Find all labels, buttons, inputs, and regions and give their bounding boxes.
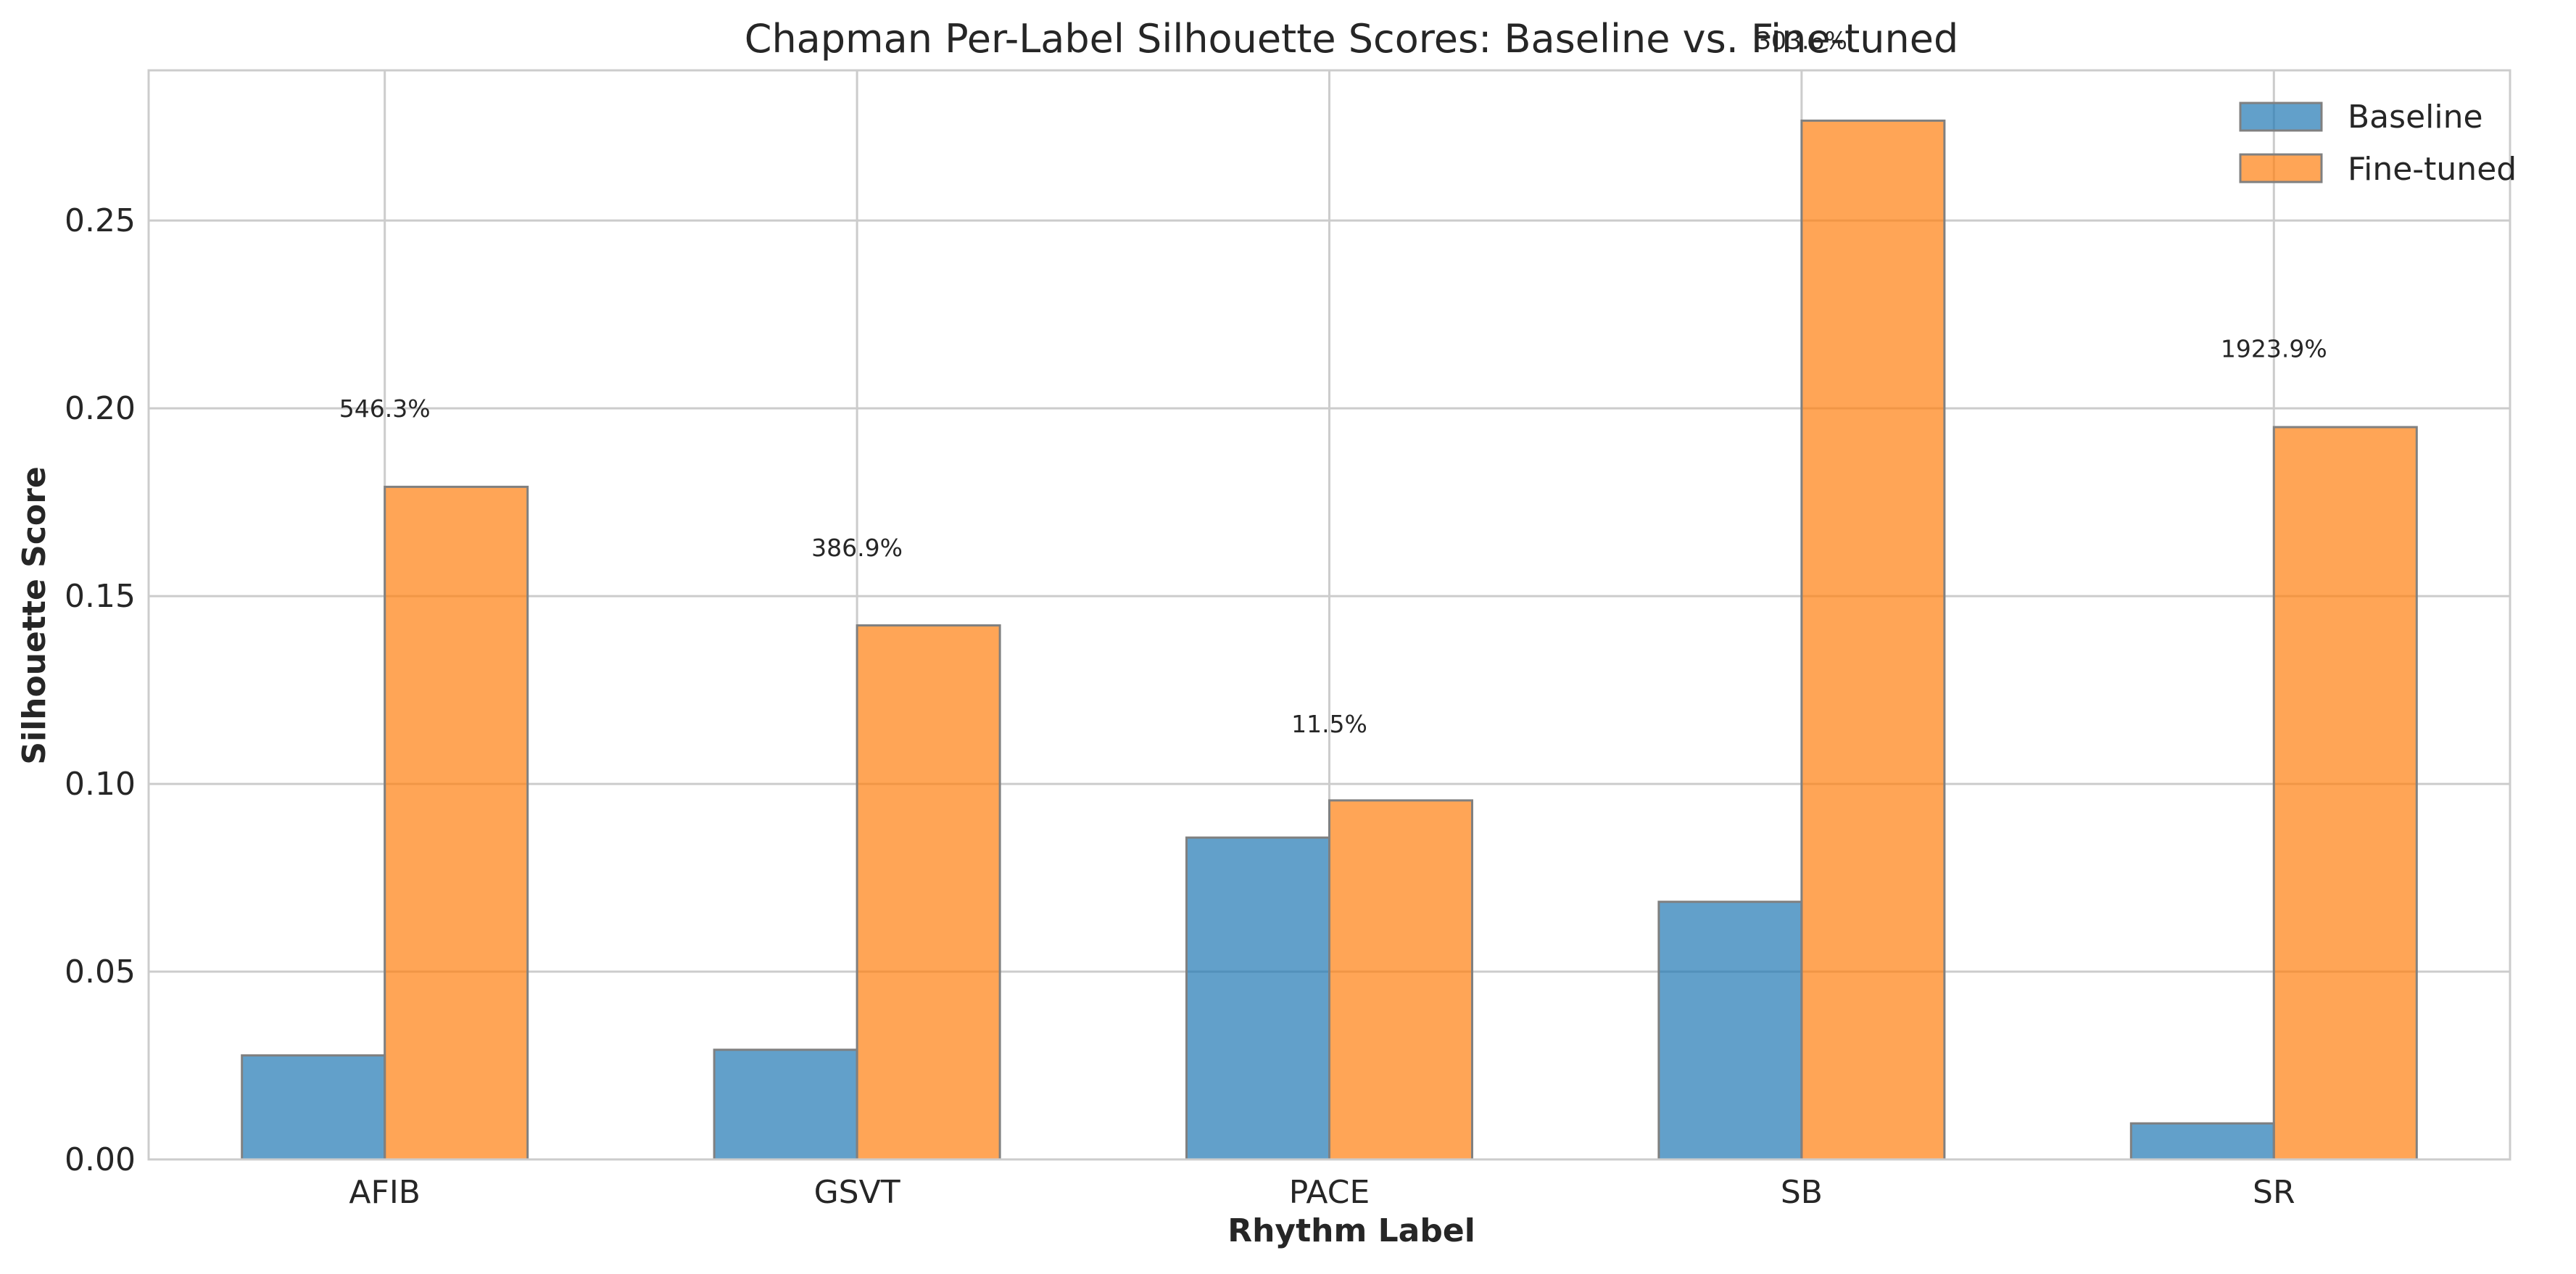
- legend-label-baseline: Baseline: [2348, 99, 2483, 136]
- y-tick-label: 0.15: [65, 578, 136, 615]
- legend-label-finetuned: Fine-tuned: [2348, 151, 2517, 188]
- x-tick-labels: AFIB GSVT PACE SB SR: [349, 1174, 2295, 1211]
- bar-baseline-sr: [2129, 1122, 2275, 1161]
- y-tick-labels: 0.00 0.05 0.10 0.15 0.20 0.25: [65, 202, 136, 1178]
- y-tick-label: 0.25: [65, 202, 136, 239]
- plot-frame: [147, 69, 2511, 1161]
- improvement-annotation: 11.5%: [1291, 710, 1367, 738]
- bar-fine-tuned-afib: [384, 485, 529, 1161]
- x-tick-label: GSVT: [814, 1174, 900, 1211]
- bar-fine-tuned-pace: [1328, 799, 1473, 1161]
- y-axis-label: Silhouette Score: [16, 466, 53, 764]
- x-tick-label: SB: [1781, 1174, 1823, 1211]
- bar-fine-tuned-gsvt: [856, 624, 1001, 1161]
- improvement-annotation: 303.6%: [1756, 27, 1847, 55]
- bar-fine-tuned-sr: [2272, 426, 2418, 1161]
- improvement-annotation: 386.9%: [811, 534, 903, 562]
- x-tick-label: AFIB: [349, 1174, 421, 1211]
- bars: [241, 119, 2418, 1161]
- bar-fine-tuned-sb: [1800, 119, 1946, 1161]
- y-tick-label: 0.20: [65, 390, 136, 427]
- legend-swatch-finetuned: [2239, 153, 2323, 183]
- improvement-annotation: 1923.9%: [2221, 334, 2327, 363]
- y-tick-label: 0.00: [65, 1141, 136, 1178]
- x-tick-label: PACE: [1289, 1174, 1370, 1211]
- chart-title: Chapman Per-Label Silhouette Scores: Bas…: [745, 16, 1959, 62]
- bar-baseline-pace: [1185, 836, 1330, 1161]
- legend-swatch-baseline: [2239, 102, 2323, 132]
- bar-annotations: 546.3% 386.9% 11.5% 303.6% 1923.9%: [339, 27, 2327, 739]
- bar-baseline-gsvt: [713, 1048, 858, 1161]
- legend: Baseline Fine-tuned: [2239, 99, 2517, 188]
- x-tick-label: SR: [2253, 1174, 2295, 1211]
- y-tick-label: 0.05: [65, 954, 136, 990]
- bar-baseline-sb: [1657, 901, 1803, 1161]
- bar-baseline-afib: [241, 1054, 386, 1161]
- improvement-annotation: 546.3%: [339, 394, 431, 423]
- y-tick-label: 0.10: [65, 766, 136, 803]
- x-axis-label: Rhythm Label: [1227, 1212, 1475, 1249]
